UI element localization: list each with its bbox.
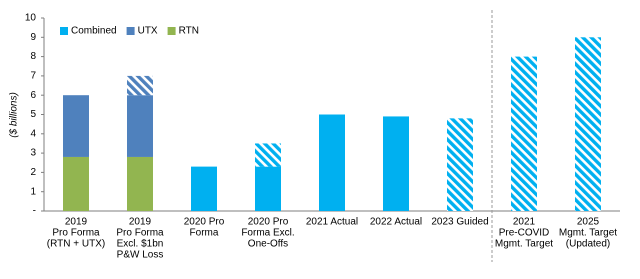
bar-segment: [447, 118, 473, 211]
y-tick-label: -: [33, 206, 36, 217]
bar-segment: [575, 37, 601, 211]
x-tick-label: Forma: [190, 228, 219, 239]
x-tick-label: (RTN + UTX): [47, 239, 105, 250]
y-tick-label: 4: [30, 128, 36, 139]
x-tick-label: 2020 Pro: [184, 217, 225, 228]
legend-label: RTN: [179, 26, 199, 37]
y-axis-label: ($ billions): [9, 92, 20, 138]
y-tick-label: 8: [30, 51, 36, 62]
y-tick-label: 10: [25, 13, 37, 24]
x-tick-label: (Updated): [566, 239, 610, 250]
bar-segment: [319, 114, 345, 211]
x-tick-label: 2021 Actual: [306, 217, 358, 228]
bar-segment: [255, 143, 281, 167]
x-tick-label: Forma Excl.: [241, 228, 294, 239]
x-tick-label: One-Offs: [248, 239, 288, 250]
x-tick-label: P&W Loss: [117, 250, 164, 261]
x-tick-label: 2019: [129, 217, 152, 228]
bar-segment: [127, 95, 153, 157]
legend-label: Combined: [71, 26, 117, 37]
y-tick-label: 2: [30, 167, 36, 178]
x-tick-label: 2020 Pro: [248, 217, 289, 228]
legend-swatch: [60, 27, 68, 35]
y-tick-label: 3: [30, 148, 36, 159]
x-tick-label: 2023 Guided: [431, 217, 488, 228]
x-tick-label: Excl. $1bn: [117, 239, 164, 250]
x-tick-label: Pro Forma: [52, 228, 100, 239]
x-tick-label: Mgmt. Target: [495, 239, 553, 250]
legend-swatch: [167, 27, 176, 35]
bar-segment: [63, 156, 89, 211]
y-tick-label: 6: [30, 90, 36, 101]
x-tick-label: Pro Forma: [116, 228, 164, 239]
y-tick-label: 5: [30, 109, 36, 120]
bar-segment: [383, 116, 409, 211]
x-tick-label: Pre-COVID: [499, 228, 550, 239]
bar-segment: [127, 156, 153, 211]
x-tick-label: 2025: [577, 217, 600, 228]
legend-swatch: [126, 27, 135, 35]
x-tick-label: 2019: [65, 217, 88, 228]
y-tick-label: 7: [30, 71, 36, 82]
bar-segment: [127, 75, 153, 96]
x-tick-label: Mgmt. Target: [559, 228, 617, 239]
bar-segment: [511, 56, 537, 211]
x-tick-label: 2022 Actual: [370, 217, 422, 228]
y-tick-label: 1: [30, 186, 36, 197]
bar-segment: [255, 166, 281, 211]
bar-segment: [63, 95, 89, 157]
bar-segment: [191, 166, 217, 211]
legend-label: UTX: [138, 26, 158, 37]
y-tick-label: 9: [30, 32, 36, 43]
x-tick-label: 2021: [513, 217, 536, 228]
